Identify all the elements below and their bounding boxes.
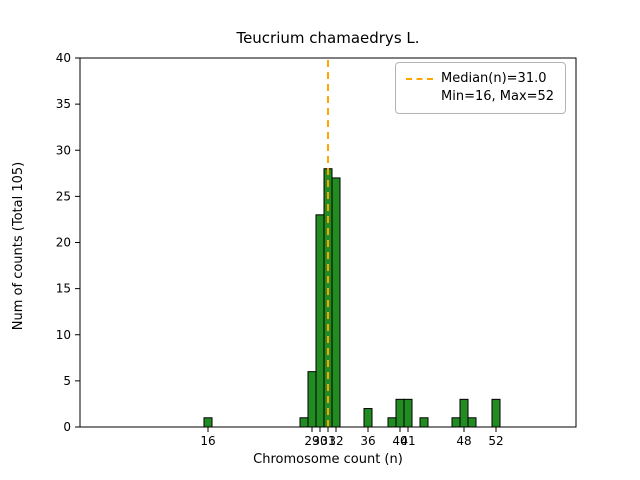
bar	[419, 417, 429, 428]
chart-title: Teucrium chamaedrys L.	[235, 29, 419, 47]
bar	[307, 371, 317, 428]
y-tick-label: 20	[56, 236, 71, 250]
bar	[299, 417, 309, 428]
x-tick-label: 52	[488, 434, 503, 448]
bar	[403, 398, 413, 428]
x-axis-label: Chromosome count (n)	[253, 452, 403, 467]
x-tick-label: 41	[400, 434, 415, 448]
legend-entry-median: Median(n)=31.0	[406, 70, 554, 88]
legend-label-median: Median(n)=31.0	[441, 71, 547, 86]
legend-label-minmax: Min=16, Max=52	[441, 89, 555, 104]
x-tick-label: 48	[456, 434, 471, 448]
x-tick-label: 36	[360, 434, 375, 448]
bar	[467, 417, 477, 428]
y-axis-label: Num of counts (Total 105)	[11, 162, 26, 330]
bar	[387, 417, 397, 428]
y-tick-label: 10	[56, 328, 71, 342]
y-tick-label: 30	[56, 143, 71, 157]
y-tick-label: 25	[56, 189, 71, 203]
bar	[459, 398, 469, 428]
bar	[363, 408, 373, 428]
bar	[395, 398, 405, 428]
y-tick-label: 15	[56, 282, 71, 296]
x-tick-label: 40	[392, 434, 407, 448]
bar	[451, 417, 461, 428]
x-tick-label: 31	[320, 434, 335, 448]
x-tick-label: 16	[200, 434, 215, 448]
legend-spacer	[406, 96, 433, 98]
bar	[331, 177, 341, 428]
y-tick-label: 40	[56, 51, 71, 65]
median-dashed-line-icon	[406, 78, 433, 80]
x-tick-label: 32	[328, 434, 343, 448]
bar	[315, 214, 325, 428]
y-tick-label: 5	[63, 374, 71, 388]
legend: Median(n)=31.0 Min=16, Max=52	[395, 62, 567, 114]
x-tick-label: 30	[312, 434, 327, 448]
x-tick-label: 29	[304, 434, 319, 448]
y-tick-label: 0	[63, 420, 71, 434]
bar	[491, 398, 501, 428]
y-tick-label: 35	[56, 97, 71, 111]
bar	[203, 417, 213, 428]
legend-entry-minmax: Min=16, Max=52	[406, 88, 554, 106]
